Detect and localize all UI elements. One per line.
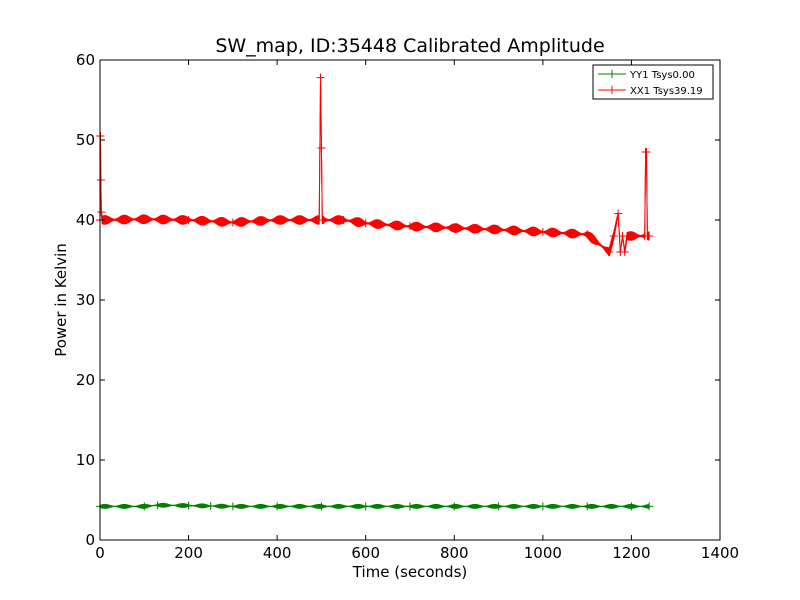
- y-tick-label: 40: [76, 211, 95, 229]
- y-tick-label: 20: [76, 371, 95, 389]
- data-point: [184, 501, 193, 510]
- y-tick-label: 10: [76, 451, 95, 469]
- data-point: [140, 215, 149, 224]
- data-point: [97, 208, 106, 216]
- y-tick-label: 30: [76, 291, 95, 309]
- legend-entry: XX1 Tsys39.19: [598, 86, 703, 97]
- data-point: [361, 219, 370, 228]
- data-point: [406, 222, 414, 231]
- x-tick-label: 200: [174, 544, 203, 562]
- data-point: [494, 502, 503, 511]
- data-point: [645, 232, 654, 240]
- x-tick-label: 1000: [524, 544, 562, 562]
- data-point: [627, 502, 636, 511]
- data-point: [609, 232, 618, 240]
- data-point: [627, 232, 636, 240]
- data-point: [645, 502, 654, 511]
- data-point: [450, 502, 459, 511]
- data-point: [450, 224, 459, 232]
- data-point: [316, 73, 325, 82]
- legend-label: XX1 Tsys39.19: [630, 86, 703, 97]
- data-point: [583, 230, 592, 239]
- data-point: [538, 502, 547, 511]
- data-point: [361, 502, 370, 511]
- axes-frame: [99, 59, 721, 541]
- series-0: [96, 501, 654, 511]
- data-point: [642, 148, 651, 156]
- series-1: [96, 73, 654, 257]
- data-point: [605, 248, 614, 256]
- legend-entry: YY1 Tsys0.00: [598, 70, 695, 81]
- data-point: [538, 228, 547, 236]
- data-point: [406, 502, 414, 511]
- plot-area: [96, 73, 654, 511]
- data-point: [184, 216, 193, 224]
- data-point: [228, 218, 237, 227]
- legend: YY1 Tsys0.00 XX1 Tsys39.19: [592, 64, 714, 100]
- data-point: [140, 502, 149, 511]
- data-point: [153, 501, 162, 510]
- data-point: [206, 502, 215, 510]
- x-tick-label: 0: [95, 544, 105, 562]
- legend-label: YY1 Tsys0.00: [629, 70, 695, 81]
- y-axis-label: Power in Kelvin: [52, 243, 70, 357]
- x-tick-label: 1400: [701, 544, 739, 562]
- x-axis-label: Time (seconds): [352, 563, 468, 581]
- data-point: [620, 248, 629, 256]
- x-tick-label: 1200: [612, 544, 650, 562]
- legend-frame: [592, 64, 714, 100]
- y-tick-label: 50: [76, 131, 95, 149]
- data-point: [273, 216, 282, 224]
- x-tick-label: 800: [440, 544, 469, 562]
- chart-title: SW_map, ID:35448 Calibrated Amplitude: [215, 35, 604, 57]
- data-point: [96, 176, 105, 184]
- data-point: [273, 502, 282, 511]
- data-point: [494, 225, 503, 234]
- data-point: [339, 216, 348, 224]
- y-tick-label: 0: [85, 531, 95, 549]
- data-point: [317, 502, 326, 511]
- series-line-points: [100, 504, 650, 507]
- x-tick-label: 400: [263, 544, 292, 562]
- x-tick-label: 600: [351, 544, 380, 562]
- y-tick-label: 60: [76, 51, 95, 69]
- data-point: [583, 502, 592, 511]
- data-point: [317, 144, 326, 152]
- data-point: [319, 216, 328, 224]
- data-point: [614, 209, 623, 218]
- axis-ticks: 0 200 400 600 800 1000 1200 1400 0 10 20 30 40 50 60: [76, 51, 739, 562]
- data-point: [228, 502, 237, 511]
